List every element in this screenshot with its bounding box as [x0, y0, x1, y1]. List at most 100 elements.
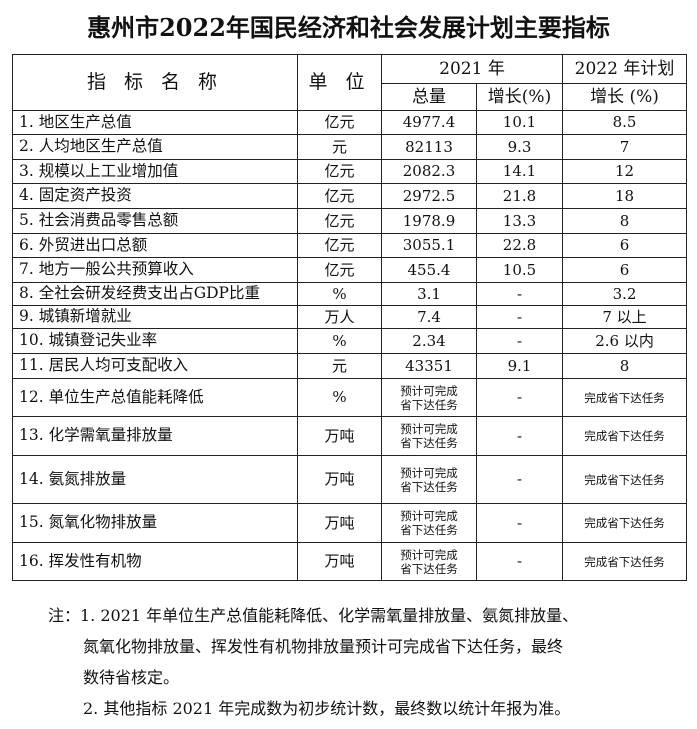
indicator-name: 13. 化学需氧量排放量: [12, 416, 298, 456]
notes: 注：1. 2021 年单位生产总值能耗降低、化学需氧量排放量、氨氮排放量、 氮氧…: [48, 600, 578, 724]
unit-cell: 万人: [297, 305, 382, 329]
table-row: 14. 氨氮排放量 万吨 预计可完成 省下达任务 - 完成省下达任务: [12, 455, 688, 504]
total-cell: 455.4: [381, 257, 477, 283]
plan-2022-cell: 18: [562, 183, 688, 209]
unit-cell: 元: [297, 134, 382, 160]
growth-2021-cell: 13.3: [475, 208, 564, 234]
unit-cell: 亿元: [297, 183, 382, 209]
header-growth-2021: 增长(%): [475, 83, 564, 111]
table-row: 12. 单位生产总值能耗降低% 预计可完成 省下达任务 - 完成省下达任务: [12, 378, 688, 417]
table-row: 4. 固定资产投资 亿元 2972.5 21.8 18: [12, 183, 688, 209]
table-row: 6. 外贸进出口总额 亿元 3055.1 22.8 6: [12, 233, 688, 258]
table-row: 3. 规模以上工业增加值 亿元 2082.3 14.1 12: [12, 159, 688, 184]
plan-2022-cell: 12: [562, 159, 688, 184]
growth-2021-cell: -: [475, 455, 564, 504]
unit-cell: 亿元: [297, 110, 382, 135]
table-row: 2. 人均地区生产总值元 82113 9.3 7: [12, 134, 688, 160]
indicator-name: 10. 城镇登记失业率: [12, 328, 298, 354]
unit-cell: 元: [297, 353, 382, 379]
unit-cell: %: [297, 282, 382, 306]
growth-2021-cell: 9.3: [475, 134, 564, 160]
note-line: 注：1. 2021 年单位生产总值能耗降低、化学需氧量排放量、氨氮排放量、: [48, 606, 579, 625]
indicator-name: 1. 地区生产总值: [12, 110, 298, 135]
plan-2022-cell: 6: [562, 233, 688, 258]
unit-cell: 万吨: [297, 455, 382, 504]
header-name: 指 标 名 称: [12, 54, 298, 111]
total-cell: 3055.1: [381, 233, 477, 258]
table-row: 1. 地区生产总值 亿元 4977.4 10.1 8.5: [12, 110, 688, 135]
table-row: 16. 挥发性有机物 万吨 预计可完成 省下达任务 - 完成省下达任务: [12, 542, 688, 581]
note-line: 2. 其他指标 2021 年完成数为初步统计数，最终数以统计年报为准。: [83, 699, 571, 718]
table-row: 8. 全社会研发经费支出占GDP比重% 3.1-3.2: [12, 282, 688, 306]
plan-2022-cell: 8: [562, 208, 688, 234]
plan-2022-cell: 完成省下达任务: [562, 416, 688, 456]
table-row: 10. 城镇登记失业率% 2.34-2.6 以内: [12, 328, 688, 354]
total-cell: 7.4: [381, 305, 477, 329]
indicator-name: 7. 地方一般公共预算收入: [12, 257, 298, 283]
unit-cell: 万吨: [297, 542, 382, 581]
indicator-name: 2. 人均地区生产总值: [12, 134, 298, 160]
plan-2022-cell: 7 以上: [562, 305, 688, 329]
total-cell: 43351: [381, 353, 477, 379]
indicators-table: 指 标 名 称 单 位 2021 年 2022 年计划 总量 增长(%) 增长 …: [12, 54, 688, 581]
note-line: 数待省核定。: [83, 668, 180, 687]
header-2022-plan: 2022 年计划: [562, 54, 688, 84]
unit-cell: 亿元: [297, 159, 382, 184]
plan-2022-cell: 完成省下达任务: [562, 378, 688, 417]
plan-2022-cell: 完成省下达任务: [562, 503, 688, 543]
growth-2021-cell: 10.1: [475, 110, 564, 135]
indicator-name: 9. 城镇新增就业: [12, 305, 298, 329]
table-row: 15. 氮氧化物排放量 万吨 预计可完成 省下达任务 - 完成省下达任务: [12, 503, 688, 543]
header-growth-2022: 增长 (%): [562, 83, 688, 111]
growth-2021-cell: -: [475, 282, 564, 306]
total-cell: 预计可完成 省下达任务: [381, 503, 477, 543]
unit-cell: 亿元: [297, 208, 382, 234]
total-cell: 3.1: [381, 282, 477, 306]
unit-cell: %: [297, 328, 382, 354]
unit-cell: 亿元: [297, 257, 382, 283]
indicator-name: 3. 规模以上工业增加值: [12, 159, 298, 184]
plan-2022-cell: 完成省下达任务: [562, 542, 688, 581]
total-cell: 1978.9: [381, 208, 477, 234]
growth-2021-cell: -: [475, 305, 564, 329]
plan-2022-cell: 6: [562, 257, 688, 283]
unit-cell: 亿元: [297, 233, 382, 258]
header-total: 总量: [381, 83, 477, 111]
header-2021: 2021 年: [380, 54, 564, 84]
indicator-name: 8. 全社会研发经费支出占GDP比重: [12, 282, 298, 306]
table-row: 5. 社会消费品零售总额 亿元 1978.9 13.3 8: [12, 208, 688, 234]
plan-2022-cell: 2.6 以内: [562, 328, 688, 354]
total-cell: 82113: [381, 134, 477, 160]
total-cell: 预计可完成 省下达任务: [381, 378, 477, 417]
total-cell: 2972.5: [381, 183, 477, 209]
unit-cell: %: [297, 378, 382, 417]
growth-2021-cell: -: [475, 416, 564, 456]
plan-2022-cell: 3.2: [562, 282, 688, 306]
table-row: 13. 化学需氧量排放量 万吨 预计可完成 省下达任务 - 完成省下达任务: [12, 416, 688, 456]
total-cell: 2.34: [381, 328, 477, 354]
unit-cell: 万吨: [297, 416, 382, 456]
indicator-name: 14. 氨氮排放量: [12, 455, 298, 504]
growth-2021-cell: 21.8: [475, 183, 564, 209]
plan-2022-cell: 8.5: [562, 110, 688, 135]
total-cell: 2082.3: [381, 159, 477, 184]
table-row: 7. 地方一般公共预算收入 亿元 455.4 10.5 6: [12, 257, 688, 283]
indicator-name: 5. 社会消费品零售总额: [12, 208, 298, 234]
indicator-name: 4. 固定资产投资: [12, 183, 298, 209]
indicator-name: 16. 挥发性有机物: [12, 542, 298, 581]
note-line: 氮氧化物排放量、挥发性有机物排放量预计可完成省下达任务，最终: [83, 637, 564, 656]
plan-2022-cell: 8: [562, 353, 688, 379]
total-cell: 预计可完成 省下达任务: [381, 542, 477, 581]
indicator-name: 6. 外贸进出口总额: [12, 233, 298, 258]
table-row: 9. 城镇新增就业 万人 7.4-7 以上: [12, 305, 688, 329]
total-cell: 预计可完成 省下达任务: [381, 416, 477, 456]
table-row: 11. 居民人均可支配收入元 43351 9.1 8: [12, 353, 688, 379]
total-cell: 预计可完成 省下达任务: [381, 455, 477, 504]
indicator-name: 15. 氮氧化物排放量: [12, 503, 298, 543]
header-unit: 单 位: [297, 54, 382, 111]
growth-2021-cell: -: [475, 378, 564, 417]
growth-2021-cell: -: [475, 328, 564, 354]
page-title: 惠州市2022年国民经济和社会发展计划主要指标: [87, 13, 610, 42]
growth-2021-cell: 22.8: [475, 233, 564, 258]
plan-2022-cell: 完成省下达任务: [562, 455, 688, 504]
